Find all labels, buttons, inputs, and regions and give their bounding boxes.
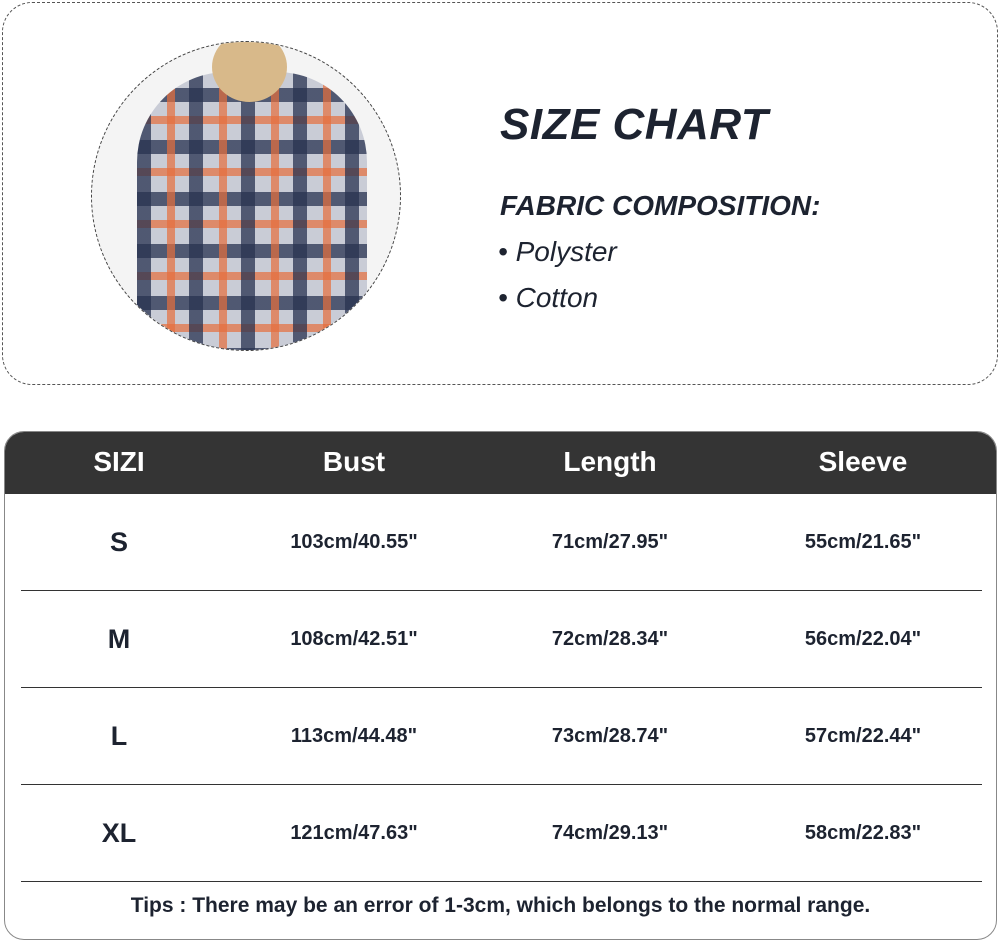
- fabric-name: Polyster: [515, 236, 617, 267]
- tips-note: Tips : There may be an error of 1-3cm, w…: [130, 894, 871, 917]
- size-table: SIZI Bust Length Sleeve S 103cm/40.55" 71c…: [4, 431, 997, 940]
- column-header-bust: Bust: [322, 446, 386, 477]
- cell-sleeve: 56cm/22.04": [804, 628, 922, 650]
- cell-size: L: [110, 721, 128, 751]
- cell-length: 71cm/27.95": [551, 531, 669, 553]
- column-header-size: SIZI: [93, 446, 145, 477]
- product-photo: [91, 41, 401, 351]
- plaid-shirt-shape: [137, 72, 367, 350]
- product-info-card: [2, 2, 998, 385]
- cell-bust: 121cm/47.63": [290, 822, 418, 844]
- model-head-shape: [212, 42, 287, 102]
- cell-length: 73cm/28.74": [551, 725, 669, 747]
- table-header: SIZI Bust Length Sleeve: [5, 432, 996, 494]
- table-row: M 108cm/42.51" 72cm/28.34" 56cm/22.04": [21, 591, 982, 688]
- table-row: XL 121cm/47.63" 74cm/29.13" 58cm/22.83": [21, 785, 982, 882]
- cell-bust: 113cm/44.48": [290, 725, 418, 747]
- fabric-name: Cotton: [515, 282, 599, 313]
- cell-sleeve: 57cm/22.44": [804, 725, 922, 747]
- cell-bust: 103cm/40.55": [290, 531, 418, 553]
- column-header-length: Length: [563, 446, 657, 477]
- page-title: SIZE CHART: [500, 100, 769, 149]
- cell-bust: 108cm/42.51": [290, 628, 418, 650]
- column-header-sleeve: Sleeve: [818, 446, 908, 477]
- table-row: L 113cm/44.48" 73cm/28.74" 57cm/22.44": [21, 688, 982, 785]
- cell-size: XL: [101, 818, 137, 848]
- fabric-item: • Polyster: [498, 236, 617, 267]
- cell-size: S: [109, 527, 129, 557]
- cell-length: 74cm/29.13": [551, 822, 669, 844]
- cell-sleeve: 58cm/22.83": [804, 822, 922, 844]
- fabric-item: • Cotton: [498, 282, 599, 313]
- cell-length: 72cm/28.34": [551, 628, 669, 650]
- cell-sleeve: 55cm/21.65": [804, 531, 922, 553]
- fabric-composition-label: FABRIC COMPOSITION:: [500, 190, 821, 221]
- table-row: S 103cm/40.55" 71cm/27.95" 55cm/21.65": [21, 494, 982, 591]
- cell-size: M: [107, 624, 131, 654]
